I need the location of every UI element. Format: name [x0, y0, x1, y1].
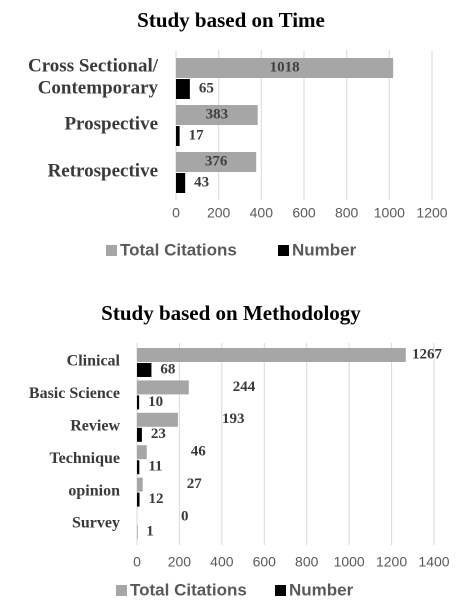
- data-label: 12: [149, 491, 164, 507]
- x-tick-label: 800: [335, 205, 359, 221]
- x-tick-label: 1200: [376, 554, 407, 570]
- bar: [137, 460, 140, 475]
- category-line: Cross Sectional/: [28, 56, 159, 77]
- category-label: Clinical: [67, 353, 121, 370]
- category-label: Technique: [49, 450, 120, 467]
- bar: [137, 477, 143, 492]
- data-label: 23: [151, 426, 166, 442]
- data-label: 1267: [412, 346, 443, 362]
- x-tick-label: 600: [253, 554, 277, 570]
- bar: [176, 58, 394, 78]
- data-label: 383: [206, 106, 229, 122]
- category-label: Survey: [72, 515, 120, 532]
- x-tick-label: 800: [295, 554, 319, 570]
- x-tick-label: 0: [172, 205, 180, 221]
- legend-label: Number: [289, 580, 354, 599]
- data-label: 1018: [270, 59, 300, 75]
- bar: [137, 395, 140, 410]
- data-label: 193: [222, 411, 245, 427]
- bar: [137, 412, 178, 427]
- bar: [137, 348, 406, 362]
- data-label: 244: [233, 379, 256, 395]
- x-tick-label: 1000: [334, 554, 365, 570]
- category-label: Prospective: [64, 113, 158, 134]
- data-label: 46: [191, 444, 207, 460]
- bar: [176, 152, 257, 172]
- category-line: Contemporary: [33, 78, 159, 99]
- data-label: 0: [181, 508, 189, 524]
- data-label: 10: [148, 394, 163, 410]
- legend-swatch: [116, 585, 127, 596]
- data-label: 376: [205, 153, 228, 169]
- chart-title: Study based on Methodology: [101, 301, 361, 325]
- x-tick-label: 400: [210, 554, 234, 570]
- category-label: opinion: [68, 482, 120, 499]
- bar: [137, 427, 142, 442]
- x-tick-label: 400: [250, 205, 274, 221]
- legend-swatch: [275, 585, 286, 596]
- data-label: 43: [194, 174, 209, 190]
- data-label: 65: [199, 80, 214, 96]
- category-label: Review: [70, 417, 120, 434]
- legend-label: Total Citations: [120, 240, 237, 259]
- data-label: 11: [148, 459, 162, 475]
- chart-title: Study based on Time: [137, 8, 325, 32]
- x-tick-label: 200: [207, 205, 231, 221]
- category-label: Retrospective: [48, 160, 158, 181]
- bar: [137, 492, 140, 507]
- bar: [137, 363, 152, 377]
- bar: [176, 173, 186, 193]
- legend-label: Total Citations: [130, 580, 247, 599]
- bar: [176, 126, 180, 146]
- data-label: 17: [189, 127, 205, 143]
- x-tick-label: 1400: [418, 554, 449, 570]
- bar: [137, 445, 147, 460]
- bar: [176, 79, 190, 99]
- data-label: 68: [160, 361, 175, 377]
- bar: [176, 105, 258, 125]
- legend-swatch: [278, 245, 289, 256]
- x-tick-label: 600: [292, 205, 316, 221]
- category-label: Basic Science: [29, 385, 120, 402]
- legend-swatch: [106, 245, 117, 256]
- legend-label: Number: [292, 240, 357, 259]
- x-tick-label: 0: [133, 554, 141, 570]
- bar: [137, 380, 189, 395]
- x-tick-label: 1200: [416, 205, 447, 221]
- data-label: 1: [146, 523, 154, 539]
- x-tick-label: 200: [168, 554, 192, 570]
- data-label: 27: [187, 476, 203, 492]
- category-label: Cross Sectional/ Contemporary: [28, 56, 159, 99]
- x-tick-label: 1000: [374, 205, 405, 221]
